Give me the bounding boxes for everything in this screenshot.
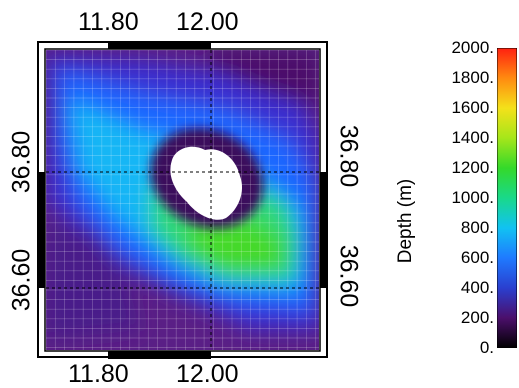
colorbar-tick-label: 400.: [460, 278, 494, 297]
upper-right-deep: [200, 50, 319, 110]
colorbar-tick-label: 1200.: [451, 158, 494, 177]
colorbar-tick-label: 800.: [460, 218, 494, 237]
right-axis-bar: [320, 172, 328, 288]
right-tick-36-80: 36.80: [334, 124, 363, 188]
map-grid: [46, 50, 319, 350]
left-axis-bar: [37, 172, 45, 288]
colorbar-tick-label: 600.: [460, 248, 494, 267]
bottom-axis-bar: [108, 351, 211, 359]
bottom-tick-11-80: 11.80: [68, 360, 129, 388]
bottom-tick-12-00: 12.00: [176, 360, 239, 388]
island: [170, 146, 243, 220]
left-tick-36-80: 36.80: [7, 130, 36, 194]
top-tick-12-00: 12.00: [176, 8, 239, 36]
colorbar-tick-label: 0.: [479, 338, 494, 357]
top-axis-bar: [108, 41, 211, 49]
colorbar-label: Depth (m): [395, 178, 416, 264]
right-tick-36-60: 36.60: [334, 244, 363, 308]
colorbar-tick-label: 200.: [460, 308, 494, 327]
colorbar-tick-label: 1600.: [451, 98, 494, 117]
colorbar: [497, 48, 517, 348]
colorbar-tick-label: 2000.: [451, 38, 494, 57]
colorbar-fill: [497, 48, 517, 348]
lime-region: [185, 215, 285, 272]
left-tick-36-60: 36.60: [7, 248, 36, 312]
colorbar-tick-label: 1400.: [451, 128, 494, 147]
colorbar-tick-label: 1000.: [451, 188, 494, 207]
left-dark-patch: [46, 220, 140, 340]
colorbar-tick-label: 1800.: [451, 68, 494, 87]
top-tick-11-80: 11.80: [78, 8, 139, 36]
